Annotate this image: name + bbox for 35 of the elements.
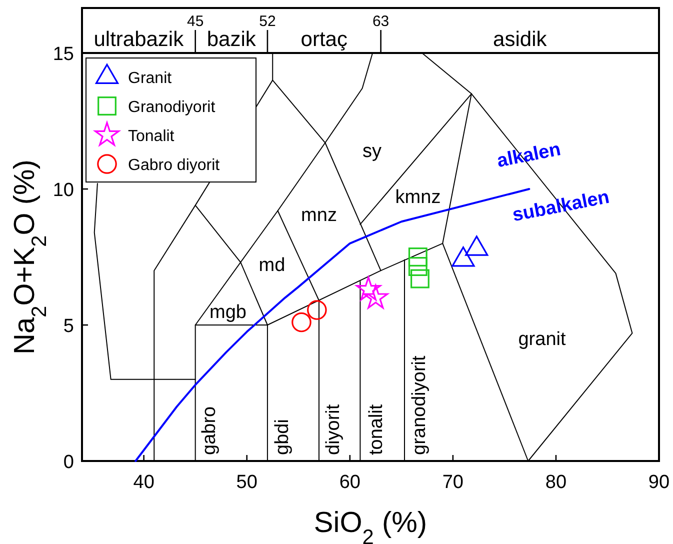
x-tick-label: 80 (545, 472, 567, 493)
text: asidik (493, 28, 548, 51)
legend-label: Granodiyorit (128, 99, 216, 116)
x-tick-label: 90 (648, 472, 670, 493)
annotation: granit (518, 329, 566, 350)
annotation: tonalit (366, 404, 388, 455)
annotation: diyorit (323, 404, 344, 455)
annotation: granodiyorit (409, 355, 430, 455)
x2-tick-label: 45 (186, 13, 204, 30)
legend-label: Tonalit (128, 128, 175, 145)
annotation: kmnz (395, 187, 441, 208)
x2-tick-label: 63 (372, 13, 390, 30)
text: ortaç (300, 28, 348, 51)
y-tick-label: 5 (63, 316, 74, 337)
annotation: sy (362, 141, 382, 162)
legend-label: Gabro diyorit (128, 157, 220, 174)
annotation: mnz (301, 205, 337, 226)
text: bazik (206, 28, 256, 51)
y-tick-label: 0 (63, 452, 74, 473)
annotation: md (258, 255, 286, 276)
y-tick-label: 10 (52, 180, 74, 201)
legend-label: Granit (128, 70, 172, 87)
y-tick-label: 15 (52, 44, 74, 65)
annotation: gbdi (272, 419, 294, 455)
text: ultrabazik (94, 28, 184, 51)
annotation: subalkalen (510, 186, 612, 226)
x-tick-label: 40 (133, 472, 154, 493)
x-axis-title: SiO$_{2}$ (%) (314, 507, 428, 544)
x2-tick-label: 52 (259, 13, 276, 30)
annotation: mgb (210, 302, 246, 324)
x-tick-label: 50 (236, 472, 258, 493)
annotation: alkalen (495, 139, 563, 172)
x-tick-label: 70 (442, 472, 464, 493)
x-tick-label: 60 (339, 472, 360, 493)
annotation: gabro (199, 406, 220, 455)
